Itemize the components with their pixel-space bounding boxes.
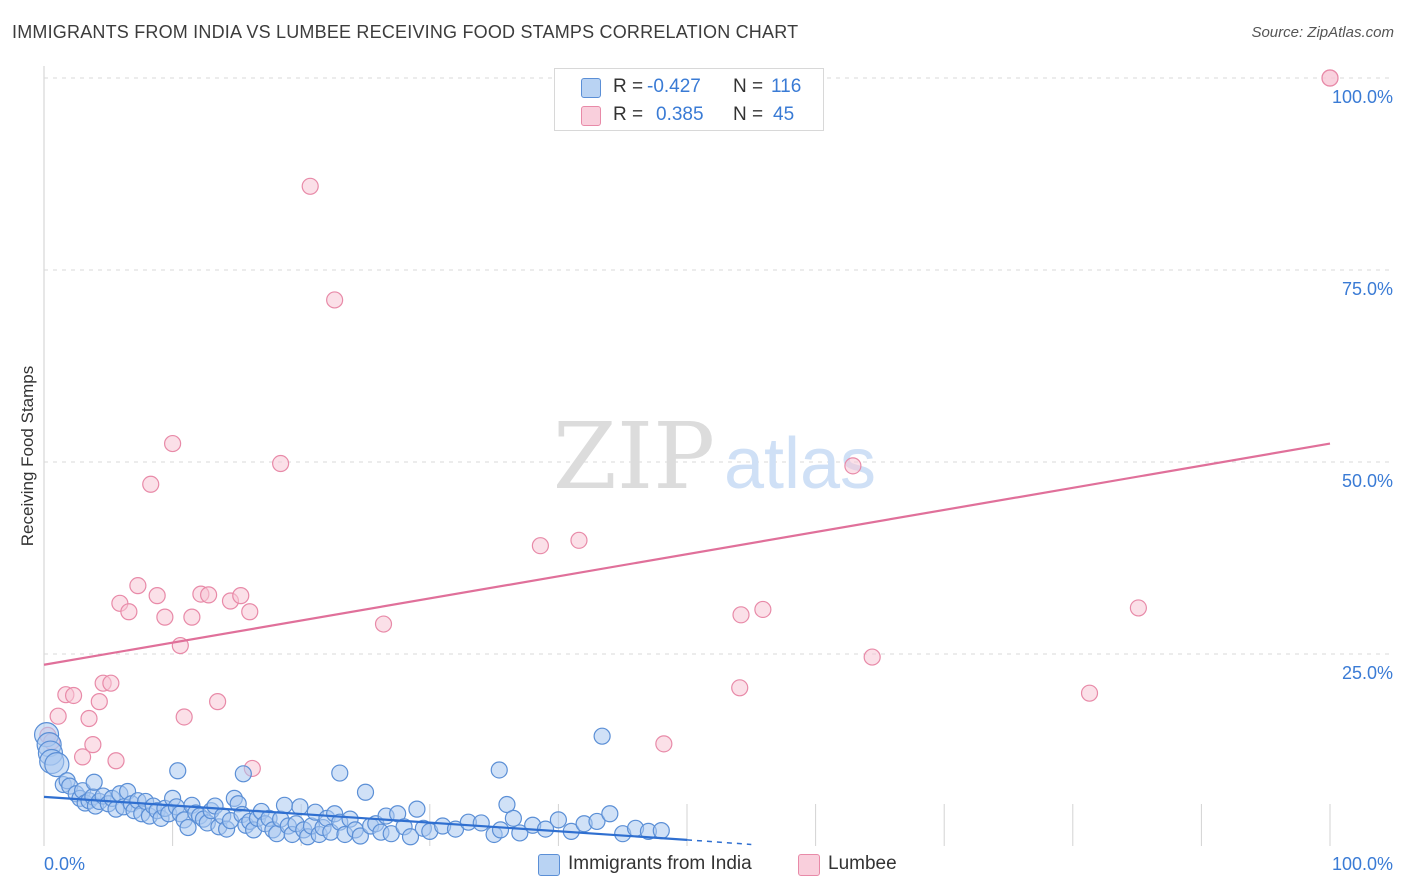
data-point xyxy=(754,600,772,619)
data-point xyxy=(44,751,70,778)
data-point xyxy=(291,798,309,816)
data-point xyxy=(498,795,516,814)
data-point xyxy=(73,748,92,766)
data-point xyxy=(588,812,606,831)
data-point xyxy=(570,531,588,549)
lumbee-swatch xyxy=(581,106,601,126)
data-point xyxy=(351,827,369,845)
data-point xyxy=(241,603,259,621)
legend-r-value: -0.427 xyxy=(647,76,701,97)
data-point xyxy=(84,736,102,754)
data-point xyxy=(374,615,393,633)
data-point xyxy=(175,708,193,726)
data-point xyxy=(80,709,98,728)
data-point xyxy=(142,475,160,493)
india-trend-line xyxy=(43,795,688,841)
data-point xyxy=(272,454,290,473)
data-point xyxy=(156,608,174,626)
data-point xyxy=(49,707,67,725)
chart-title: IMMIGRANTS FROM INDIA VS LUMBEE RECEIVIN… xyxy=(12,22,799,42)
india-swatch xyxy=(581,78,601,98)
legend-label-india: Immigrants from India xyxy=(568,853,752,874)
data-point xyxy=(64,686,83,705)
data-point xyxy=(1080,684,1099,702)
data-point xyxy=(209,693,227,711)
data-point xyxy=(164,434,182,453)
data-point xyxy=(732,606,750,624)
data-point xyxy=(408,800,426,818)
data-point xyxy=(490,761,508,779)
y-tick-label: 25.0% xyxy=(1342,663,1393,683)
data-point xyxy=(169,762,187,780)
india-swatch xyxy=(538,854,560,876)
data-point xyxy=(655,735,673,753)
data-point xyxy=(549,811,568,829)
data-point xyxy=(148,587,166,605)
data-point xyxy=(472,814,490,832)
data-point xyxy=(107,752,125,770)
data-point xyxy=(301,177,319,195)
data-point xyxy=(401,828,420,846)
data-point xyxy=(504,809,522,827)
correlation-legend: R = -0.427 N = 116 R = 0.385 N = 45 xyxy=(554,68,824,131)
data-point xyxy=(1129,599,1147,617)
legend-r-label: R = xyxy=(613,104,644,125)
data-point xyxy=(179,818,197,837)
axis-ticks: 25.0% 50.0% 75.0% 100.0% 0.0% 100.0% xyxy=(44,87,1393,874)
grid-lines xyxy=(43,66,1392,846)
x-tick-label: 100.0% xyxy=(1332,854,1393,874)
lumbee-trend-line xyxy=(43,442,1331,666)
legend-n-value: 116 xyxy=(771,76,802,97)
data-point xyxy=(531,537,549,555)
data-point xyxy=(1321,69,1339,87)
data-point xyxy=(331,764,349,782)
data-point xyxy=(326,291,344,309)
y-tick-label: 100.0% xyxy=(1332,87,1393,107)
legend-row-india: R = -0.427 N = 116 xyxy=(555,73,823,101)
legend-row-lumbee: R = 0.385 N = 45 xyxy=(555,101,823,129)
legend-n-label: N = xyxy=(733,104,764,125)
y-axis-label: Receiving Food Stamps xyxy=(18,366,37,546)
legend-r-label: R = xyxy=(613,76,644,97)
data-point xyxy=(102,674,120,692)
legend-r-value: 0.385 xyxy=(656,104,704,125)
data-point xyxy=(232,587,250,605)
data-point xyxy=(85,773,103,791)
lumbee-swatch xyxy=(798,854,820,876)
data-point xyxy=(120,603,138,621)
data-point xyxy=(593,727,611,745)
data-point xyxy=(356,783,375,801)
data-point xyxy=(601,805,619,823)
trend-lines xyxy=(43,442,1331,846)
legend-label-lumbee: Lumbee xyxy=(828,853,897,874)
x-tick-label: 0.0% xyxy=(44,854,85,874)
source-label: Source: ZipAtlas.com xyxy=(1251,24,1394,41)
series-legend: Immigrants from India Lumbee xyxy=(0,851,1406,879)
india-points xyxy=(33,722,670,846)
data-point xyxy=(844,457,862,475)
legend-n-value: 45 xyxy=(773,104,795,125)
legend-n-label: N = xyxy=(733,76,764,97)
data-point xyxy=(183,608,201,626)
data-point xyxy=(129,577,147,595)
data-point xyxy=(275,796,294,814)
data-point xyxy=(652,822,670,840)
data-point xyxy=(200,586,218,604)
data-point xyxy=(234,765,252,783)
data-point xyxy=(90,693,108,711)
india-trend-extension xyxy=(686,839,752,846)
data-point xyxy=(491,821,510,839)
watermark-zip: ZIP xyxy=(553,403,715,510)
data-point xyxy=(731,679,749,697)
y-tick-label: 50.0% xyxy=(1342,471,1393,491)
y-tick-label: 75.0% xyxy=(1342,279,1393,299)
data-point xyxy=(863,648,881,666)
